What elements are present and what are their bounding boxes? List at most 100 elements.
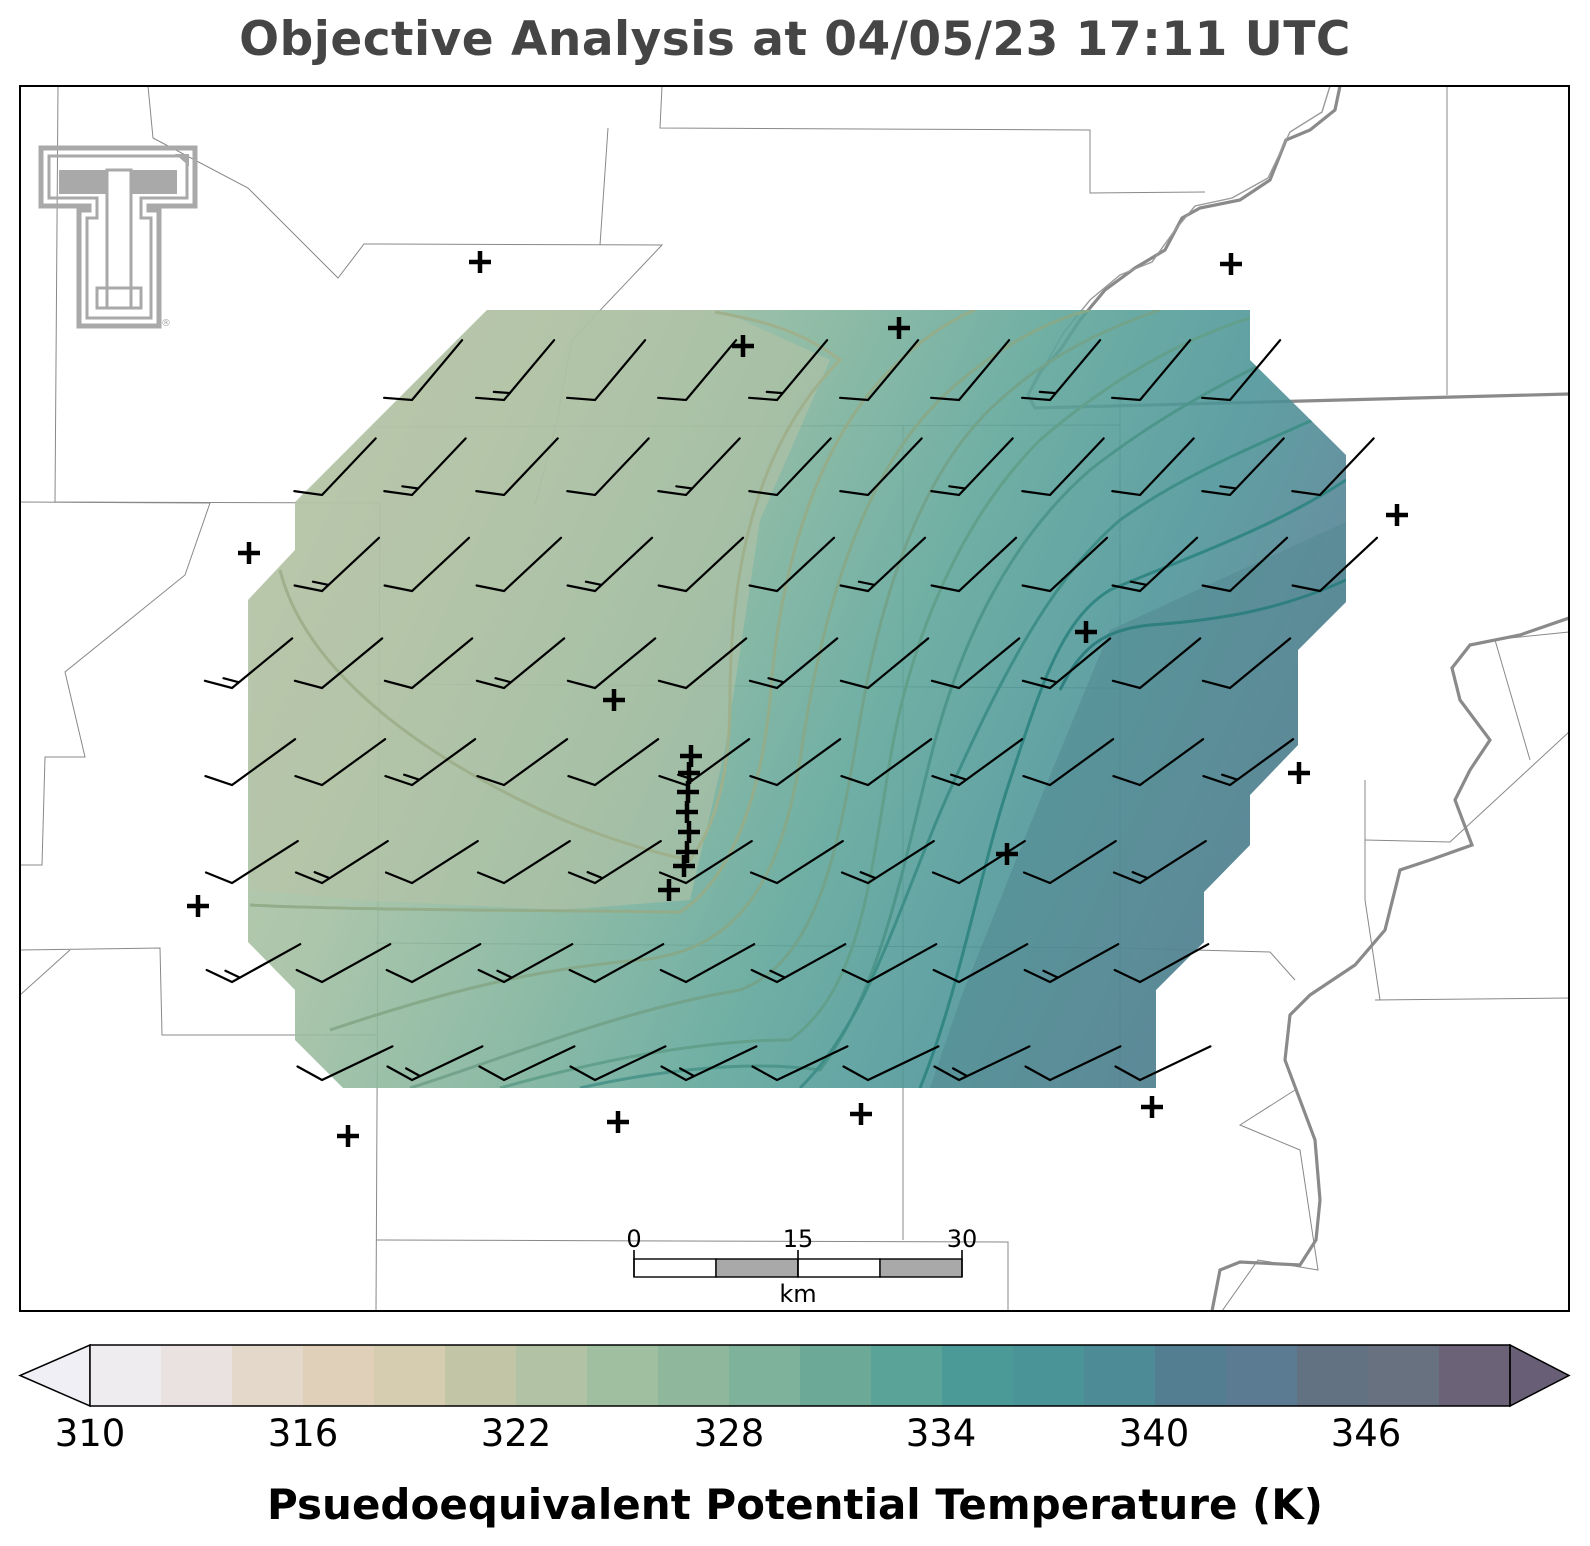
wind-barb — [476, 840, 571, 885]
wind-barb — [1111, 536, 1199, 593]
colorbar-swatch — [942, 1345, 1014, 1406]
station-marker — [673, 855, 695, 877]
station-markers — [187, 251, 1408, 1147]
colorbar-swatch — [516, 1345, 588, 1406]
wind-barb — [1111, 437, 1195, 497]
station-marker — [676, 841, 698, 863]
colorbar-swatch — [800, 1345, 872, 1406]
wind-barbs — [203, 339, 1379, 1082]
station-marker — [1386, 504, 1408, 526]
colorbar-tick: 316 — [267, 1412, 339, 1455]
scale-unit: km — [779, 1280, 816, 1308]
wind-barb — [383, 637, 474, 690]
wind-barb — [475, 536, 563, 593]
colorbar-tick: 346 — [1330, 1412, 1402, 1455]
wind-barb — [839, 637, 930, 690]
wind-barb — [657, 536, 745, 593]
wind-barb — [1021, 339, 1102, 402]
wind-barb — [294, 738, 387, 787]
wind-barb — [477, 943, 574, 984]
wind-barb — [1112, 738, 1205, 787]
scale-label-0: 0 — [626, 1225, 641, 1253]
map-area: ® 0 15 30 km — [20, 86, 1569, 1311]
station-marker — [888, 317, 910, 339]
station-marker — [732, 335, 754, 357]
wind-barb — [658, 840, 753, 885]
colorbar-tick: 334 — [905, 1412, 977, 1455]
station-marker — [996, 843, 1018, 865]
station-marker — [1288, 762, 1310, 784]
colorbar-tick: 328 — [693, 1412, 765, 1455]
colorbar-tick: 322 — [480, 1412, 552, 1455]
wind-barb — [383, 437, 467, 497]
wind-barb — [657, 637, 748, 690]
wind-barb — [931, 738, 1024, 787]
wind-barb — [293, 437, 377, 497]
station-marker — [337, 1125, 359, 1147]
wind-barb — [749, 738, 842, 787]
wind-barb — [840, 738, 933, 787]
scale-label-30: 30 — [947, 1225, 978, 1253]
wind-barb — [475, 437, 559, 497]
wind-barb — [1021, 536, 1109, 593]
station-marker — [238, 542, 260, 564]
wind-barb — [930, 339, 1011, 402]
station-marker — [678, 762, 700, 784]
colorbar-extend-high — [1509, 1343, 1571, 1408]
wind-barb — [476, 738, 569, 787]
wind-barb — [384, 738, 477, 787]
wind-barb — [839, 437, 923, 497]
wind-barb — [475, 637, 566, 690]
colorbar-swatch — [90, 1345, 162, 1406]
station-marker — [676, 801, 698, 823]
wind-barb — [567, 738, 660, 787]
colorbar-swatch — [1439, 1345, 1511, 1406]
wind-barb — [839, 339, 920, 402]
wind-barb — [750, 943, 847, 984]
wind-barb — [569, 1045, 667, 1082]
wind-barb — [295, 943, 392, 984]
wind-barb — [840, 840, 935, 885]
wind-barb — [1022, 840, 1117, 885]
texas-tech-double-t-logo: ® — [38, 145, 198, 329]
wind-barb — [384, 840, 479, 885]
colorbar-swatch — [1368, 1345, 1440, 1406]
colorbar-extend-low — [18, 1343, 91, 1408]
wind-barb — [1291, 536, 1379, 593]
wind-barb — [1024, 1045, 1122, 1082]
wind-barb — [657, 339, 738, 402]
colorbar-swatch — [729, 1345, 801, 1406]
station-marker — [677, 781, 699, 803]
station-marker — [1141, 1096, 1163, 1118]
colorbar-swatch — [1084, 1345, 1156, 1406]
wind-barb — [478, 1045, 576, 1082]
station-marker — [603, 689, 625, 711]
wind-barb — [1202, 738, 1295, 787]
wind-barb — [748, 339, 829, 402]
station-marker — [1075, 621, 1097, 643]
wind-barb — [1112, 840, 1207, 885]
wind-barb — [930, 437, 1014, 497]
wind-barb — [1021, 437, 1105, 497]
wind-barb — [293, 637, 384, 690]
wind-barb — [842, 1045, 940, 1082]
wind-barb — [933, 1045, 1031, 1082]
wind-barb — [294, 840, 389, 885]
colorbar-tick: 310 — [54, 1412, 126, 1455]
station-marker — [678, 821, 700, 843]
wind-barb — [1201, 437, 1285, 497]
wind-barb — [839, 536, 927, 593]
wind-barb — [748, 536, 836, 593]
colorbar-swatch — [1155, 1345, 1227, 1406]
wind-barb — [566, 339, 647, 402]
wind-barb — [293, 536, 381, 593]
station-marker — [187, 895, 209, 917]
wind-barb — [749, 840, 844, 885]
colorbar-swatch — [1297, 1345, 1369, 1406]
station-marker — [658, 879, 680, 901]
wind-barb — [1022, 738, 1115, 787]
wind-barb — [1111, 339, 1192, 402]
wind-barb — [566, 437, 650, 497]
wind-barb — [660, 1045, 758, 1082]
